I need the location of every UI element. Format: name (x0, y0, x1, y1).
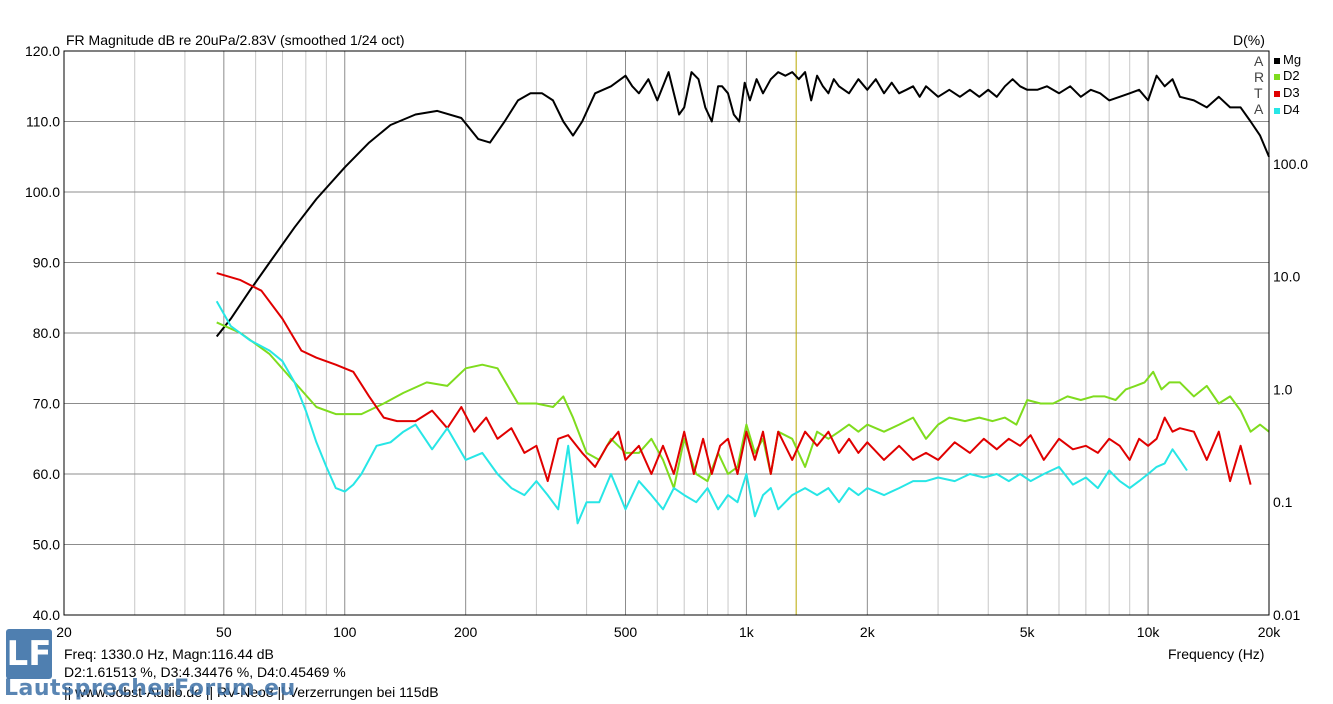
y-tick-label: 110.0 (26, 114, 60, 130)
x-tick-label: 2k (860, 624, 876, 640)
y-tick-label: 120.0 (25, 43, 60, 59)
x-tick-label: 50 (216, 624, 232, 640)
series-line-d4 (215, 300, 1188, 525)
forum-logo: LF (6, 629, 52, 679)
x-axis-label: Frequency (Hz) (1168, 646, 1265, 662)
legend-label-mg: Mg (1283, 52, 1302, 67)
y-tick-label: 70.0 (33, 396, 60, 412)
x-tick-label: 5k (1020, 624, 1036, 640)
y2-tick-label: 0.1 (1273, 494, 1293, 510)
legend-swatch-d2 (1274, 73, 1280, 80)
y2-tick-label: 100.0 (1273, 156, 1308, 172)
y-tick-label: 100.0 (25, 184, 60, 200)
plot-frame (63, 50, 1270, 616)
y-tick-label: 90.0 (33, 255, 60, 271)
y-tick-label: 80.0 (33, 325, 60, 341)
chart-title: FR Magnitude dB re 20uPa/2.83V (smoothed… (66, 32, 405, 48)
legend-swatch-d4 (1274, 107, 1280, 114)
y2-tick-label: 1.0 (1273, 381, 1293, 397)
x-tick-label: 500 (614, 624, 638, 640)
legend-label-d4: D4 (1283, 102, 1300, 117)
legend-item-d4[interactable]: D4 (1274, 102, 1300, 118)
x-tick-label: 1k (739, 624, 755, 640)
legend-label-d2: D2 (1283, 68, 1300, 83)
legend-swatch-mg (1274, 57, 1280, 64)
series-line-mg (215, 71, 1270, 338)
arta-letter-2: R (1254, 69, 1265, 85)
series-line-d2 (216, 321, 1270, 490)
y-tick-label: 60.0 (33, 466, 60, 482)
cursor-readout-line2: D2:1.61513 %, D3:4.34476 %, D4:0.45469 % (64, 664, 346, 680)
legend-label-d3: D3 (1283, 85, 1300, 100)
legend-item-d2[interactable]: D2 (1274, 68, 1300, 84)
y2-tick-label: 10.0 (1273, 269, 1300, 285)
cursor-readout-line1: Freq: 1330.0 Hz, Magn:116.44 dB (64, 646, 274, 662)
forum-watermark: LautsprecherForum.eu (4, 676, 296, 701)
arta-letter-4: A (1254, 101, 1264, 117)
right-axis-title: D(%) (1233, 32, 1265, 48)
arta-letter-1: A (1254, 53, 1264, 69)
x-tick-label: 20 (56, 624, 72, 640)
x-tick-label: 200 (454, 624, 478, 640)
y-tick-label: 40.0 (33, 607, 60, 623)
y-tick-label: 50.0 (33, 537, 60, 553)
legend-item-mg[interactable]: Mg (1274, 52, 1301, 68)
info-line: || www.Jobst-Audio.de || RV-Neo8 || Verz… (64, 684, 439, 700)
series-line-d3 (216, 272, 1252, 485)
arta-letter-3: T (1254, 85, 1263, 101)
legend-item-d3[interactable]: D3 (1274, 85, 1300, 101)
y2-tick-label: 0.01 (1273, 607, 1300, 623)
x-tick-label: 10k (1137, 624, 1161, 640)
legend-swatch-d3 (1274, 90, 1280, 97)
x-tick-label: 20k (1258, 624, 1282, 640)
x-tick-label: 100 (333, 624, 357, 640)
